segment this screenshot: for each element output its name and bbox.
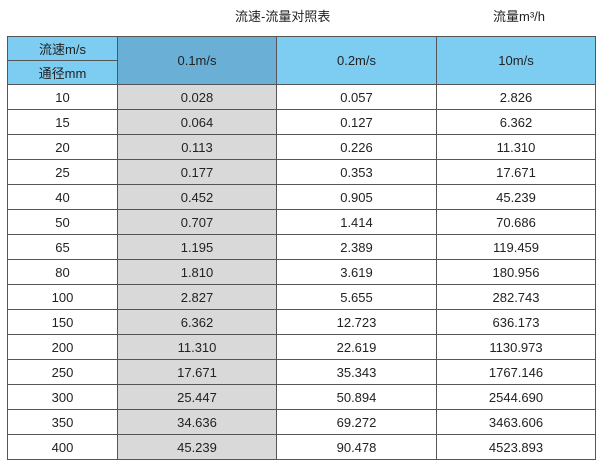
table-row: 25 0.177 0.353 17.671 [7,159,596,185]
flow-cell: 3463.606 [436,409,596,435]
flow-cell: 11.310 [436,134,596,160]
table-row: 300 25.447 50.894 2544.690 [7,384,596,410]
flow-cell: 50.894 [276,384,437,410]
column-header: 10m/s [436,36,596,85]
flow-cell: 45.239 [117,434,277,460]
column-header: 0.1m/s [117,36,277,85]
diameter-cell: 400 [7,434,118,460]
table-row: 20 0.113 0.226 11.310 [7,134,596,160]
table-row: 350 34.636 69.272 3463.606 [7,409,596,435]
unit-label: 流量m³/h [493,9,546,24]
flow-cell: 25.447 [117,384,277,410]
table-row: 15 0.064 0.127 6.362 [7,109,596,135]
flow-cell: 0.707 [117,209,277,235]
flow-cell: 17.671 [117,359,277,385]
flow-table: 流速m/s 0.1m/s 0.2m/s 10m/s 通径mm 10 0.028 0.… [7,36,596,460]
diameter-cell: 40 [7,184,118,210]
flow-cell: 69.272 [276,409,437,435]
diameter-cell: 25 [7,159,118,185]
flow-cell: 0.177 [117,159,277,185]
diameter-cell: 50 [7,209,118,235]
flow-cell: 22.619 [276,334,437,360]
table-title: 流速-流量对照表 [235,9,331,24]
flow-cell: 180.956 [436,259,596,285]
flow-cell: 0.452 [117,184,277,210]
flow-cell: 119.459 [436,234,596,260]
flow-cell: 1.414 [276,209,437,235]
flow-cell: 3.619 [276,259,437,285]
flow-cell: 2.389 [276,234,437,260]
flow-cell: 0.353 [276,159,437,185]
flow-cell: 70.686 [436,209,596,235]
diameter-cell: 10 [7,84,118,110]
diameter-cell: 20 [7,134,118,160]
flow-cell: 12.723 [276,309,437,335]
flow-cell: 0.905 [276,184,437,210]
diameter-cell: 300 [7,384,118,410]
diameter-cell: 65 [7,234,118,260]
flow-cell: 17.671 [436,159,596,185]
table-row: 200 11.310 22.619 1130.973 [7,334,596,360]
diameter-cell: 80 [7,259,118,285]
flow-cell: 11.310 [117,334,277,360]
flow-cell: 0.127 [276,109,437,135]
flow-cell: 0.064 [117,109,277,135]
diameter-cell: 15 [7,109,118,135]
flow-cell: 5.655 [276,284,437,310]
diameter-cell: 250 [7,359,118,385]
diameter-cell: 100 [7,284,118,310]
diameter-cell: 350 [7,409,118,435]
flow-cell: 45.239 [436,184,596,210]
flow-cell: 0.028 [117,84,277,110]
flow-cell: 35.343 [276,359,437,385]
table-row: 40 0.452 0.905 45.239 [7,184,596,210]
flow-cell: 1130.973 [436,334,596,360]
column-header: 0.2m/s [276,36,437,85]
flow-cell: 2.827 [117,284,277,310]
flow-cell: 1.810 [117,259,277,285]
flow-cell: 0.113 [117,134,277,160]
flow-cell: 4523.893 [436,434,596,460]
flow-cell: 636.173 [436,309,596,335]
flow-cell: 2544.690 [436,384,596,410]
velocity-header: 流速m/s [7,36,118,61]
flow-cell: 1767.146 [436,359,596,385]
flow-cell: 0.057 [276,84,437,110]
flow-cell: 90.478 [276,434,437,460]
flow-cell: 2.826 [436,84,596,110]
table-row: 250 17.671 35.343 1767.146 [7,359,596,385]
flow-cell: 6.362 [436,109,596,135]
flow-cell: 0.226 [276,134,437,160]
table-row: 150 6.362 12.723 636.173 [7,309,596,335]
diameter-cell: 150 [7,309,118,335]
table-row: 10 0.028 0.057 2.826 [7,84,596,110]
flow-cell: 6.362 [117,309,277,335]
flow-cell: 1.195 [117,234,277,260]
table-row: 100 2.827 5.655 282.743 [7,284,596,310]
flow-cell: 282.743 [436,284,596,310]
flow-cell: 34.636 [117,409,277,435]
diameter-header: 通径mm [7,60,118,85]
table-row: 80 1.810 3.619 180.956 [7,259,596,285]
table-row: 50 0.707 1.414 70.686 [7,209,596,235]
diameter-cell: 200 [7,334,118,360]
table-row: 65 1.195 2.389 119.459 [7,234,596,260]
table-row: 400 45.239 90.478 4523.893 [7,434,596,460]
